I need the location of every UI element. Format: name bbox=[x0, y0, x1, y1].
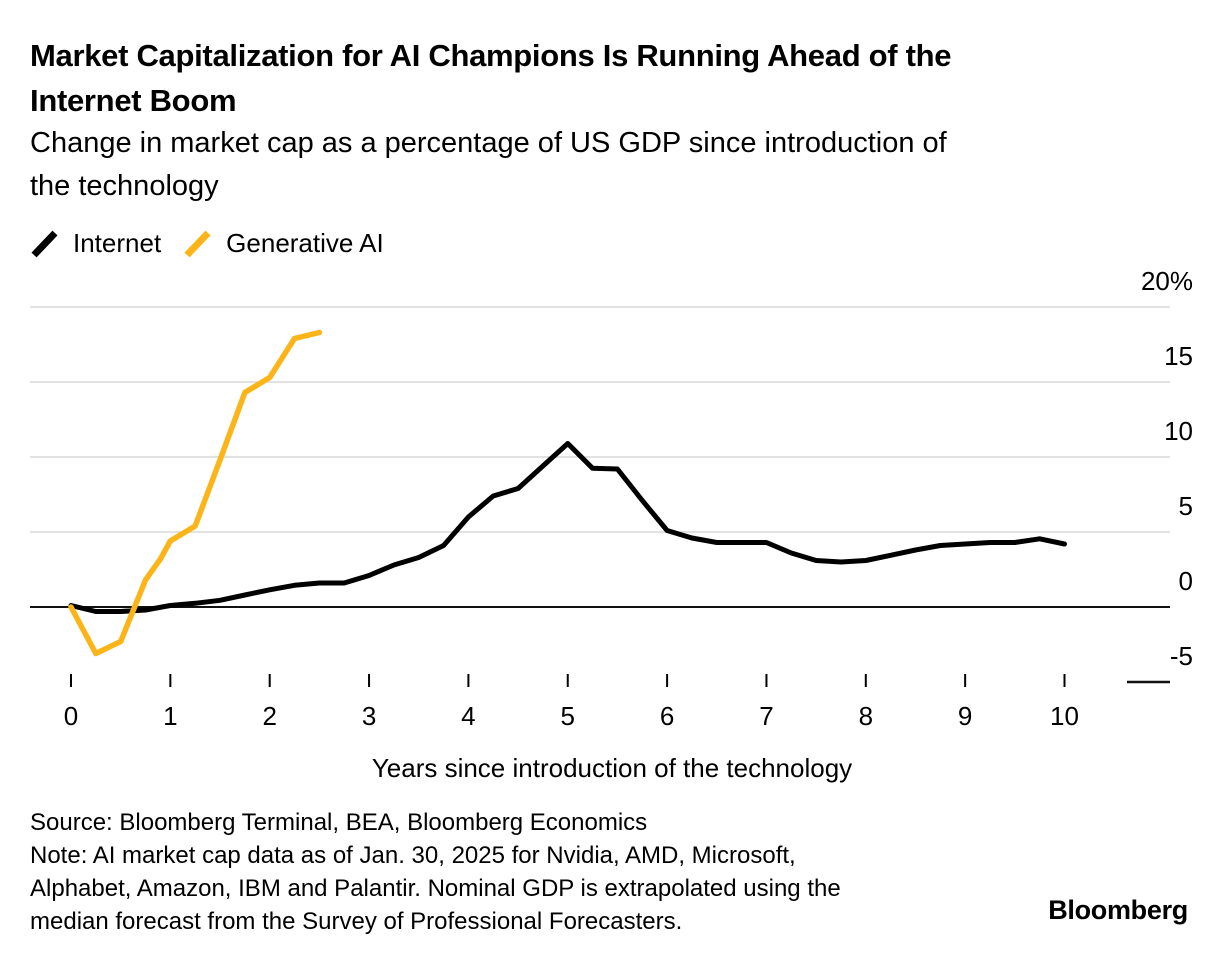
legend-label-generative-ai: Generative AI bbox=[226, 228, 384, 258]
x-axis-label: 0 bbox=[63, 701, 79, 731]
legend-item-internet: Internet bbox=[30, 228, 161, 259]
x-axis-title: Years since introduction of the technolo… bbox=[371, 753, 853, 783]
chart-subtitle-line-2: the technology bbox=[30, 170, 219, 202]
y-axis-label: 10 bbox=[1164, 416, 1193, 446]
x-axis-label: 1 bbox=[163, 701, 178, 731]
y-axis-label: 0 bbox=[1178, 566, 1193, 596]
x-axis-label: 7 bbox=[759, 701, 774, 731]
x-axis-label: 6 bbox=[659, 701, 675, 731]
internet-line-swatch-icon bbox=[31, 230, 58, 257]
source-line: Source: Bloomberg Terminal, BEA, Bloombe… bbox=[30, 809, 648, 836]
x-axis-label: 5 bbox=[560, 701, 575, 731]
x-axis-label: 2 bbox=[262, 701, 277, 731]
x-axis-label: 10 bbox=[1050, 701, 1079, 731]
bloomberg-logo: Bloomberg bbox=[1048, 895, 1188, 925]
y-axis-label: 5 bbox=[1178, 491, 1193, 521]
y-axis-label: -5 bbox=[1169, 641, 1193, 671]
x-axis-label: 9 bbox=[957, 701, 973, 731]
x-axis-label: 4 bbox=[461, 701, 476, 731]
chart-subtitle: Change in market cap as a percentage of … bbox=[30, 122, 1190, 208]
y-axis-label: 15 bbox=[1164, 341, 1193, 371]
chart-title: Market Capitalization for AI Champions I… bbox=[30, 33, 1190, 123]
x-axis-label: 8 bbox=[858, 701, 874, 731]
chart-title-line-2: Internet Boom bbox=[30, 83, 237, 118]
generative-ai-line bbox=[68, 329, 323, 657]
footer-notes: Source: Bloomberg Terminal, BEA, Bloombe… bbox=[30, 806, 990, 938]
generative-ai-line-swatch-icon bbox=[184, 230, 211, 257]
chart-subtitle-line-1: Change in market cap as a percentage of … bbox=[30, 127, 947, 159]
legend-item-generative-ai: Generative AI bbox=[183, 228, 384, 259]
y-axis-label: 20% bbox=[1140, 266, 1193, 296]
chart-title-line-1: Market Capitalization for AI Champions I… bbox=[30, 38, 952, 73]
note-line-1: Note: AI market cap data as of Jan. 30, … bbox=[30, 842, 796, 869]
x-axis-label: 3 bbox=[361, 701, 377, 731]
note-line-2: Alphabet, Amazon, IBM and Palantir. Nomi… bbox=[30, 875, 841, 902]
note-line-3: median forecast from the Survey of Profe… bbox=[30, 908, 683, 935]
legend-label-internet: Internet bbox=[73, 228, 162, 258]
internet-line bbox=[68, 441, 1067, 614]
legend: Internet Generative AI bbox=[30, 228, 384, 259]
